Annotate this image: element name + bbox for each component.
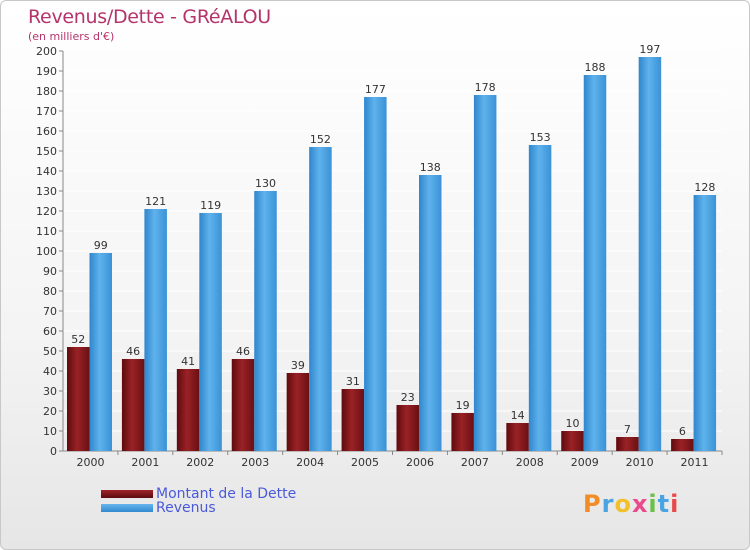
y-tick-label: 130 [36,185,57,198]
x-tick-label: 2000 [76,456,104,469]
bar-debt [671,439,694,451]
data-label-debt: 46 [126,345,140,358]
y-tick-label: 140 [36,165,57,178]
data-label-revenue: 99 [94,239,108,252]
bar-revenue [254,191,277,451]
data-label-debt: 41 [181,355,195,368]
data-label-revenue: 121 [145,195,166,208]
logo-letter: P [583,490,602,518]
data-label-revenue: 178 [475,81,496,94]
bar-debt [67,347,90,451]
y-tick-label: 180 [36,85,57,98]
data-label-revenue: 138 [420,161,441,174]
data-label-debt: 23 [401,391,415,404]
x-tick-label: 2009 [571,456,599,469]
bar-revenue [309,147,332,451]
y-tick-label: 170 [36,105,57,118]
data-label-revenue: 119 [200,199,221,212]
x-tick-label: 2011 [681,456,709,469]
data-label-debt: 39 [291,359,305,372]
y-tick-label: 160 [36,125,57,138]
y-tick-label: 80 [43,285,57,298]
y-tick-label: 70 [43,305,57,318]
chart-title: Revenus/Dette - GRéALOU [28,6,271,28]
logo-letter: t [657,490,671,518]
y-tick-label: 200 [36,45,57,58]
x-tick-label: 2010 [626,456,654,469]
bar-debt [231,359,255,451]
bar-debt [396,405,419,451]
y-tick-label: 50 [43,345,57,358]
x-tick-label: 2001 [131,456,159,469]
bar-revenue [144,209,167,451]
proxiti-logo: Proxiti [583,490,679,518]
bar-debt [121,359,145,451]
logo-letter: i [648,490,658,518]
y-tick-label: 150 [36,145,57,158]
x-tick-label: 2008 [516,456,544,469]
logo-letter: i [670,490,680,518]
x-tick-label: 2003 [241,456,269,469]
data-label-revenue: 152 [310,133,331,146]
y-tick-label: 60 [43,325,57,338]
legend-swatch-debt [101,490,153,498]
bar-debt [616,437,639,451]
data-label-revenue: 128 [694,181,715,194]
y-tick-label: 90 [43,265,57,278]
x-tick-label: 2007 [461,456,489,469]
bar-debt [561,431,584,451]
data-label-debt: 19 [456,399,470,412]
logo-letter: x [631,490,649,518]
logo-letter: o [614,490,632,518]
legend-label-debt: Montant de la Dette [156,486,297,502]
data-label-debt: 10 [566,417,580,430]
bar-revenue [693,195,717,451]
data-label-revenue: 188 [585,61,606,74]
data-label-revenue: 197 [639,43,660,56]
y-tick-label: 30 [43,385,57,398]
y-tick-label: 10 [43,425,57,438]
bar-revenue [419,175,442,451]
bar-debt [506,423,529,451]
bar-debt [451,413,474,451]
bar-revenue [89,253,112,451]
bar-revenue [473,95,497,451]
chart-subtitle: (en milliers d'€) [28,30,115,43]
data-label-revenue: 153 [530,131,551,144]
data-label-debt: 14 [511,409,525,422]
bar-debt [176,369,200,451]
data-label-debt: 31 [346,375,360,388]
x-tick-label: 2002 [186,456,214,469]
bar-debt [341,389,365,451]
data-label-debt: 7 [624,423,631,436]
y-tick-label: 100 [36,245,57,258]
x-tick-label: 2005 [351,456,379,469]
y-tick-label: 0 [50,445,57,458]
data-label-revenue: 177 [365,83,386,96]
y-tick-label: 120 [36,205,57,218]
legend-label-revenue: Revenus [156,500,216,516]
data-label-debt: 46 [236,345,250,358]
y-tick-label: 20 [43,405,57,418]
legend-swatch-revenue [101,504,153,512]
y-tick-label: 190 [36,65,57,78]
data-label-revenue: 130 [255,177,276,190]
x-tick-label: 2004 [296,456,324,469]
y-tick-label: 110 [36,225,57,238]
bar-revenue [364,97,387,451]
bar-revenue [583,75,607,451]
data-label-debt: 52 [71,333,85,346]
bar-revenue [528,145,552,451]
x-tick-label: 2006 [406,456,434,469]
y-tick-label: 40 [43,365,57,378]
data-label-debt: 6 [679,425,686,438]
bar-revenue [638,57,662,451]
logo-letter: r [601,490,615,518]
bar-revenue [199,213,222,451]
bar-debt [286,373,310,451]
